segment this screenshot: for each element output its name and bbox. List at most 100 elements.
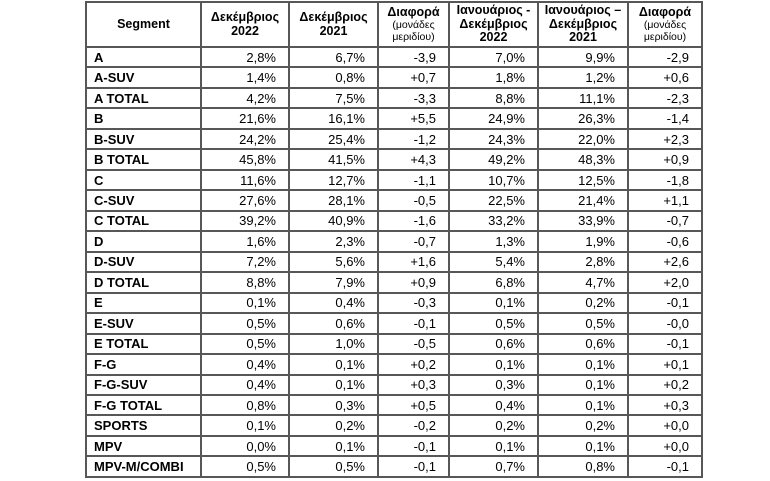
- value-cell: +0,0: [627, 414, 703, 437]
- table-row: C-SUV 27,6% 28,1% -0,5 22,5% 21,4% +1,1: [85, 189, 703, 212]
- value-cell: 4,2%: [200, 86, 290, 110]
- value-cell: 0,1%: [537, 353, 629, 376]
- value-cell: 0,2%: [448, 414, 539, 437]
- value-cell: 5,4%: [448, 250, 539, 274]
- value-cell: 24,3%: [448, 127, 539, 151]
- segment-cell: B-SUV: [85, 127, 202, 151]
- table-row: B-SUV 24,2% 25,4% -1,2 24,3% 22,0% +2,3: [85, 127, 703, 151]
- column-header-label: 2021: [569, 30, 597, 45]
- value-cell: +0,7: [377, 66, 450, 89]
- value-cell: 0,1%: [448, 434, 539, 458]
- value-cell: 0,5%: [537, 312, 629, 335]
- segment-cell: E-SUV: [85, 312, 202, 335]
- value-cell: +0,2: [627, 373, 703, 396]
- column-header-sublabel: (μονάδες: [392, 19, 435, 32]
- value-cell: +1,1: [627, 189, 703, 212]
- table-row: D-SUV 7,2% 5,6% +1,6 5,4% 2,8% +2,6: [85, 250, 703, 274]
- column-header-label: Διαφορά: [638, 4, 692, 19]
- column-header-label: Δεκέμβριος: [548, 16, 618, 31]
- value-cell: -1,6: [377, 209, 450, 233]
- value-cell: 2,3%: [288, 230, 379, 253]
- column-header-label: Διαφορά: [387, 4, 440, 19]
- value-cell: -1,2: [377, 127, 450, 151]
- value-cell: 48,3%: [537, 148, 629, 171]
- value-cell: +5,5: [377, 107, 450, 130]
- table-row: E 0,1% 0,4% -0,3 0,1% 0,2% -0,1: [85, 291, 703, 315]
- segment-cell: E: [85, 291, 202, 315]
- value-cell: 0,1%: [537, 373, 629, 396]
- value-cell: 0,5%: [200, 332, 290, 356]
- value-cell: 10,7%: [448, 168, 539, 192]
- value-cell: 2,8%: [537, 250, 629, 274]
- value-cell: 0,8%: [537, 455, 629, 478]
- value-cell: 0,5%: [448, 312, 539, 335]
- table-row: F-G-SUV 0,4% 0,1% +0,3 0,3% 0,1% +0,2: [85, 373, 703, 396]
- value-cell: 0,0%: [200, 434, 290, 458]
- value-cell: +0,0: [627, 434, 703, 458]
- value-cell: 0,6%: [288, 312, 379, 335]
- value-cell: 0,3%: [448, 373, 539, 396]
- column-header-sublabel: μεριδίου): [643, 31, 687, 44]
- value-cell: 45,8%: [200, 148, 290, 171]
- value-cell: -0,7: [377, 230, 450, 253]
- table-row: A-SUV 1,4% 0,8% +0,7 1,8% 1,2% +0,6: [85, 66, 703, 89]
- value-cell: -0,0: [627, 312, 703, 335]
- value-cell: 22,0%: [537, 127, 629, 151]
- value-cell: 0,8%: [200, 393, 290, 417]
- value-cell: -0,5: [377, 189, 450, 212]
- segment-cell: D-SUV: [85, 250, 202, 274]
- value-cell: 9,9%: [537, 45, 629, 69]
- value-cell: -0,1: [627, 455, 703, 478]
- segment-cell: MPV: [85, 434, 202, 458]
- value-cell: 0,7%: [448, 455, 539, 478]
- table-row: B 21,6% 16,1% +5,5 24,9% 26,3% -1,4: [85, 107, 703, 130]
- table-row: B TOTAL 45,8% 41,5% +4,3 49,2% 48,3% +0,9: [85, 148, 703, 171]
- segment-cell: A-SUV: [85, 66, 202, 89]
- value-cell: 1,8%: [448, 66, 539, 89]
- table-row: E TOTAL 0,5% 1,0% -0,5 0,6% 0,6% -0,1: [85, 332, 703, 356]
- value-cell: 21,6%: [200, 107, 290, 130]
- value-cell: +0,1: [627, 353, 703, 376]
- value-cell: +4,3: [377, 148, 450, 171]
- column-header-dec-2021: Δεκέμβριος 2021: [288, 1, 379, 48]
- value-cell: 0,5%: [200, 312, 290, 335]
- value-cell: +1,6: [377, 250, 450, 274]
- table-row: C TOTAL 39,2% 40,9% -1,6 33,2% 33,9% -0,7: [85, 209, 703, 233]
- segment-cell: C: [85, 168, 202, 192]
- value-cell: 7,0%: [448, 45, 539, 69]
- table-row: E-SUV 0,5% 0,6% -0,1 0,5% 0,5% -0,0: [85, 312, 703, 335]
- value-cell: 24,2%: [200, 127, 290, 151]
- value-cell: 0,4%: [288, 291, 379, 315]
- table-row: D 1,6% 2,3% -0,7 1,3% 1,9% -0,6: [85, 230, 703, 253]
- segment-cell: E TOTAL: [85, 332, 202, 356]
- value-cell: +0,3: [377, 373, 450, 396]
- value-cell: -1,4: [627, 107, 703, 130]
- table-row: MPV 0,0% 0,1% -0,1 0,1% 0,1% +0,0: [85, 434, 703, 458]
- value-cell: 0,4%: [200, 353, 290, 376]
- segment-cell: F-G-SUV: [85, 373, 202, 396]
- value-cell: 24,9%: [448, 107, 539, 130]
- value-cell: -0,7: [627, 209, 703, 233]
- value-cell: 28,1%: [288, 189, 379, 212]
- value-cell: 8,8%: [200, 271, 290, 294]
- value-cell: 33,2%: [448, 209, 539, 233]
- column-header-label: Segment: [117, 16, 170, 31]
- table-row: MPV-M/COMBI 0,5% 0,5% -0,1 0,7% 0,8% -0,1: [85, 455, 703, 478]
- column-header-sublabel: (μονάδες: [643, 19, 687, 32]
- column-header-jan-dec-2022: Ιανουάριος - Δεκέμβριος 2022: [448, 1, 539, 48]
- value-cell: 0,5%: [200, 455, 290, 478]
- value-cell: 0,2%: [537, 414, 629, 437]
- value-cell: 1,0%: [288, 332, 379, 356]
- value-cell: 41,5%: [288, 148, 379, 171]
- value-cell: -0,1: [627, 291, 703, 315]
- value-cell: -0,1: [377, 434, 450, 458]
- value-cell: 49,2%: [448, 148, 539, 171]
- column-header-label: Ιανουάριος –: [544, 3, 622, 18]
- value-cell: 0,1%: [448, 291, 539, 315]
- table-row: A TOTAL 4,2% 7,5% -3,3 8,8% 11,1% -2,3: [85, 86, 703, 110]
- value-cell: 11,6%: [200, 168, 290, 192]
- value-cell: 8,8%: [448, 86, 539, 110]
- column-header-diff-dec: Διαφορά (μονάδες μεριδίου): [377, 1, 450, 48]
- value-cell: 7,5%: [288, 86, 379, 110]
